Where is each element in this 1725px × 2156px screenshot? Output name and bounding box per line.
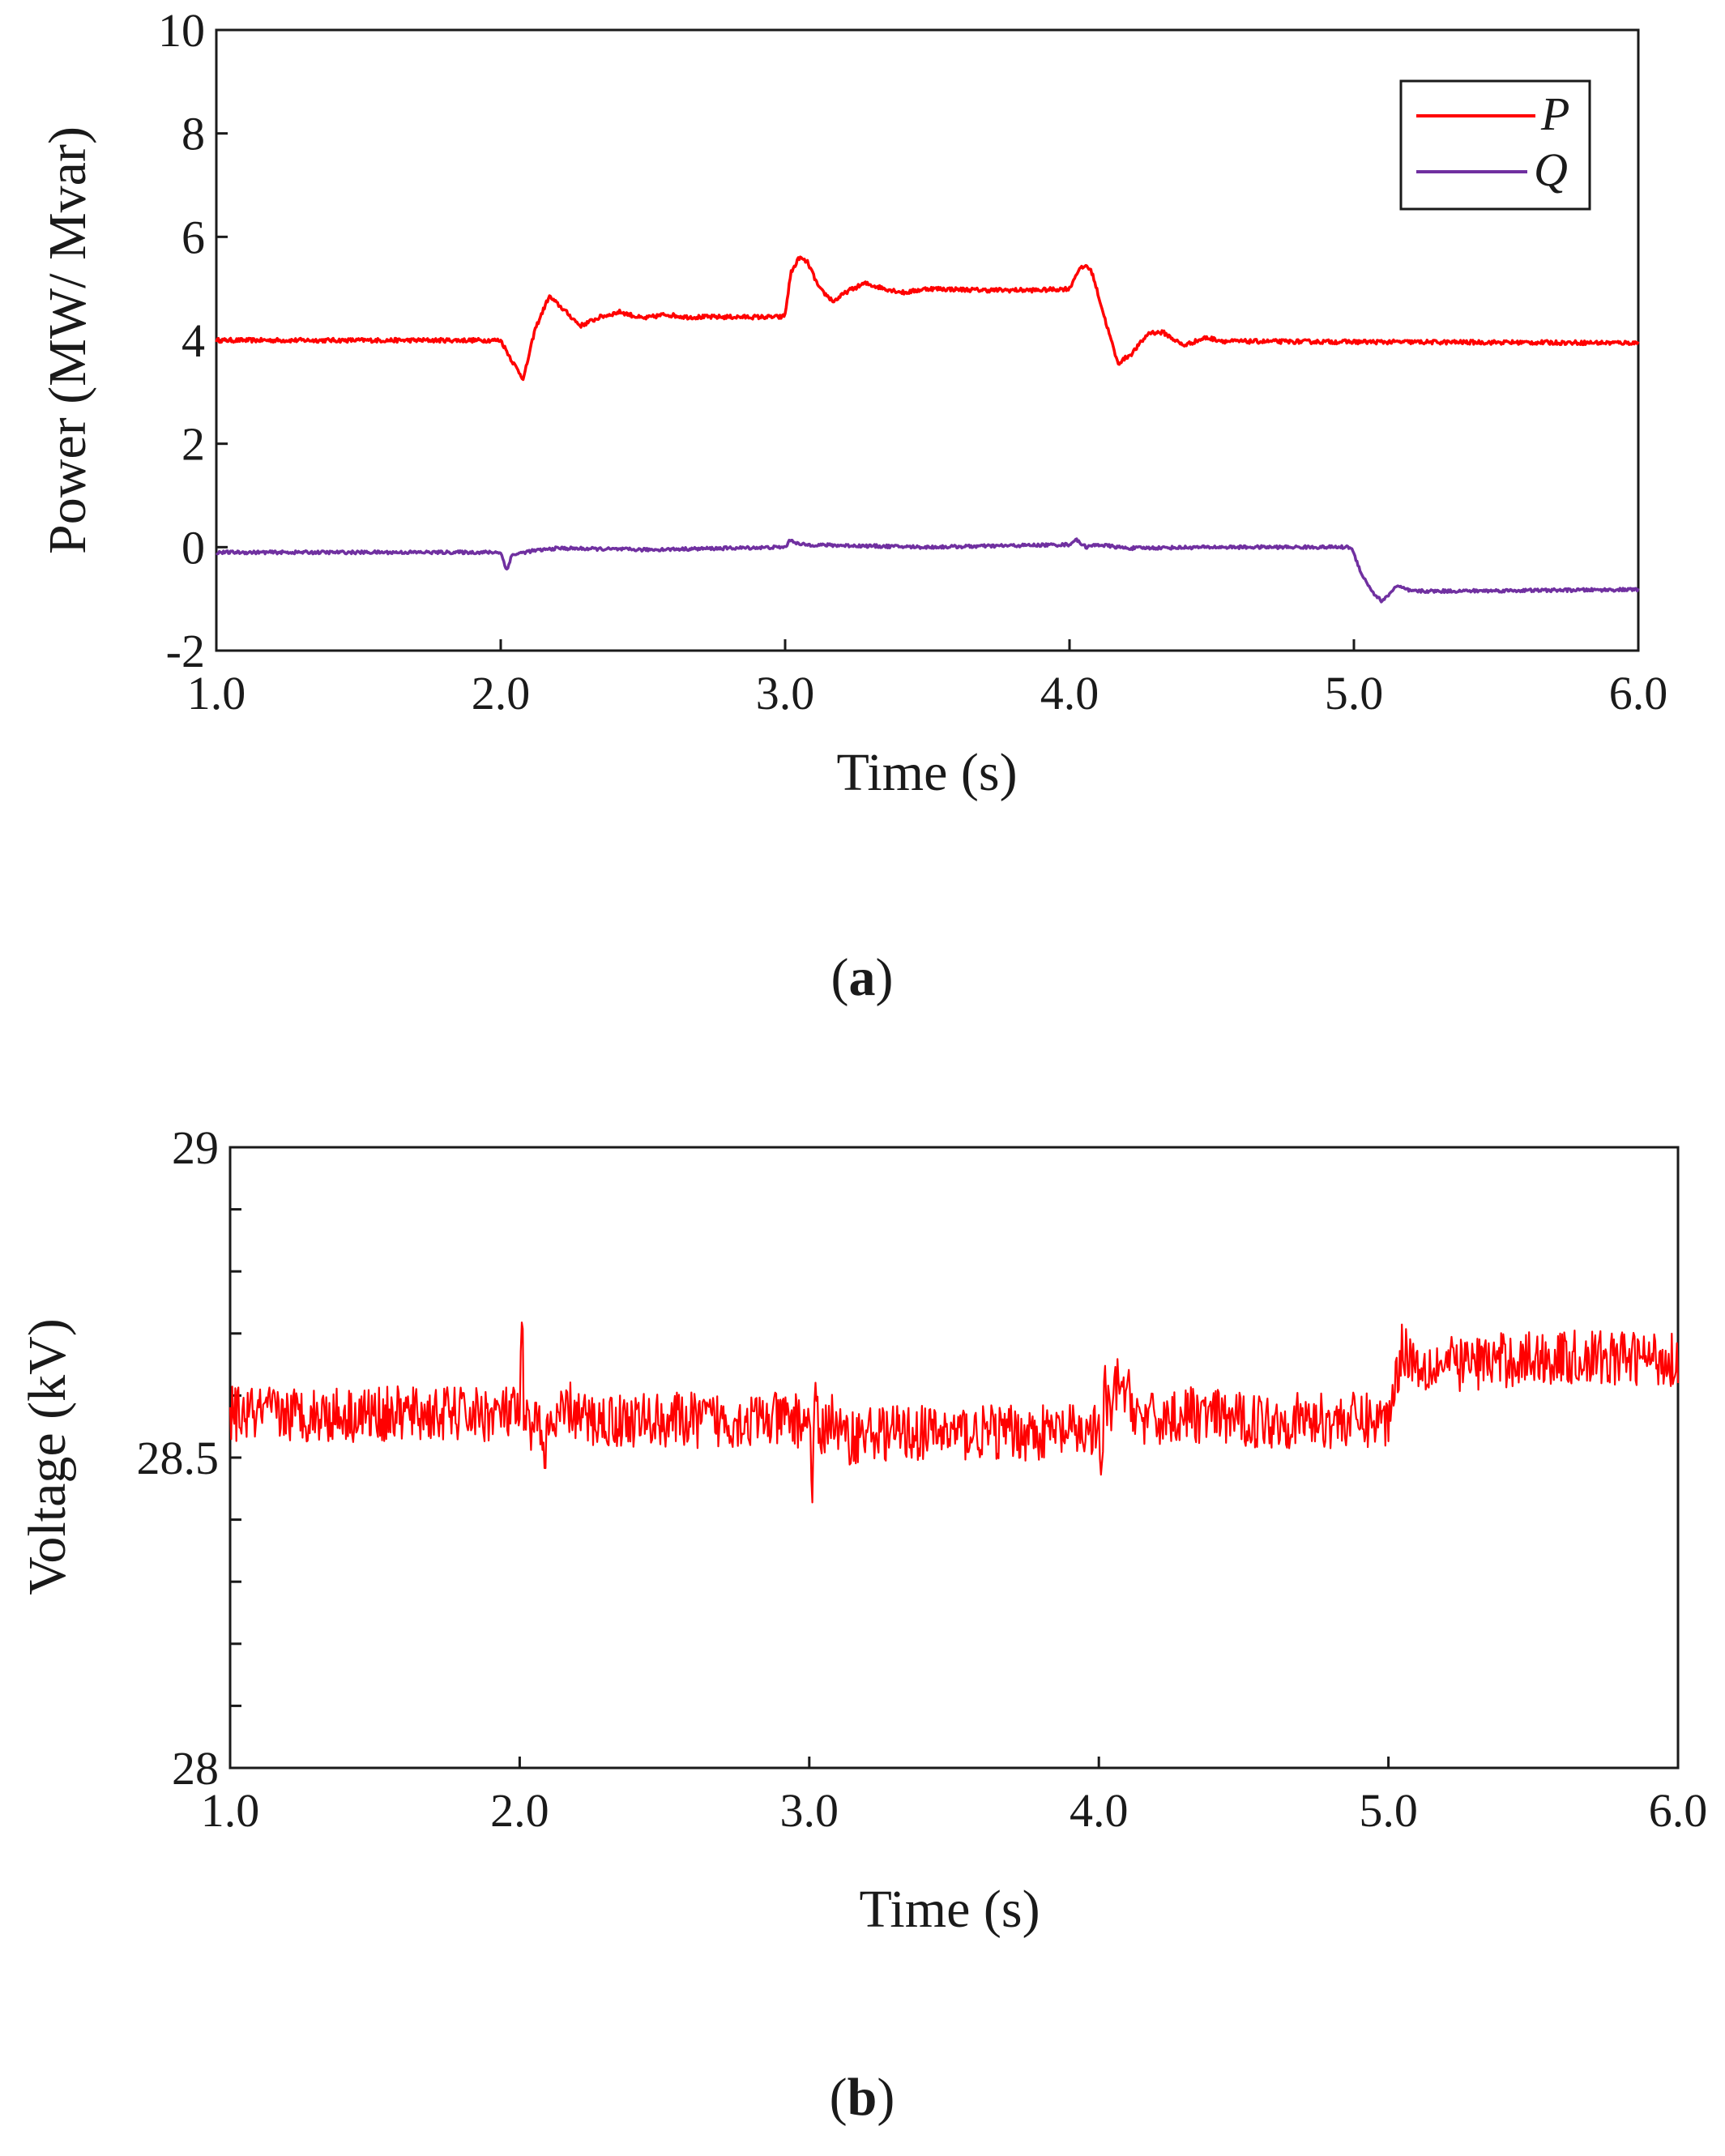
legend-box [1399,79,1591,211]
panel-a-x-tick-label: 2.0 [472,667,531,719]
panel-b-y-tick-label: 29 [172,1121,219,1174]
panel-b-label: (b) [830,2068,895,2127]
panel-a-y-tick-labels: -2 0 2 4 6 8 10 [158,4,205,677]
panel-a-x-tick-label: 1.0 [187,667,246,719]
panel-a-y-tick-label: 4 [181,314,205,367]
panel-b: 1.0 2.0 3.0 4.0 5.0 6.0 28 28.5 29 Time … [18,1121,1707,2127]
panel-b-axes-frame [228,1146,1680,1770]
panel-b-x-tick-label: 1.0 [201,1784,260,1837]
panel-a-x-ticks [215,639,1640,651]
panel-a-x-tick-label: 4.0 [1040,667,1099,719]
series-line-voltage [228,1321,1680,1504]
panel-b-y-tick-label: 28 [172,1742,219,1795]
panel-a-y-axis-label: Power (MW/ Mvar) [38,126,97,554]
panel-b-series [228,1321,1680,1504]
panel-b-x-tick-label: 4.0 [1070,1784,1129,1837]
panel-b-plot-area: 1.0 2.0 3.0 4.0 5.0 6.0 28 28.5 29 [137,1121,1708,1837]
panel-a-x-tick-labels: 1.0 2.0 3.0 4.0 5.0 6.0 [187,667,1668,719]
panel-b-x-tick-labels: 1.0 2.0 3.0 4.0 5.0 6.0 [201,1784,1708,1837]
panel-a-x-tick-label: 3.0 [756,667,815,719]
panel-a-x-tick-label: 6.0 [1609,667,1668,719]
panel-b-x-ticks [228,1757,1680,1768]
panel-a-series [215,255,1640,604]
panel-b-x-tick-label: 3.0 [780,1784,839,1837]
series-line-q [215,537,1640,604]
legend-label-p: P [1540,88,1569,140]
panel-b-x-axis-label: Time (s) [859,1880,1040,1939]
panel-a-x-tick-label: 5.0 [1325,667,1384,719]
panel-b-y-axis-label: Voltage (kV) [18,1318,77,1595]
panel-b-y-tick-labels: 28 28.5 29 [137,1121,220,1795]
panel-a-plot-area: 1.0 2.0 3.0 4.0 5.0 6.0 -2 0 2 4 6 8 10 [158,4,1667,719]
panel-a-y-tick-label: 0 [181,521,205,574]
panel-a-y-tick-label: 6 [181,211,205,263]
panel-a-y-tick-label: 2 [181,418,205,471]
panel-b-y-ticks [230,1146,241,1770]
panel-a-label: (a) [831,948,894,1007]
panel-b-x-tick-label: 2.0 [490,1784,549,1837]
panel-a-y-tick-label: 8 [181,108,205,160]
panel-a-y-tick-label: 10 [158,4,205,57]
panel-a-x-axis-label: Time (s) [836,743,1017,802]
legend-label-q: Q [1534,143,1568,196]
panel-a-y-tick-label: -2 [166,625,205,677]
panel-a-legend: P Q [1399,79,1591,211]
panel-b-x-tick-label: 5.0 [1359,1784,1418,1837]
series-line-p [215,255,1640,382]
panel-b-x-tick-label: 6.0 [1649,1784,1708,1837]
panel-b-y-tick-label: 28.5 [137,1432,220,1484]
panel-a: 1.0 2.0 3.0 4.0 5.0 6.0 -2 0 2 4 6 8 10 [38,4,1667,1007]
